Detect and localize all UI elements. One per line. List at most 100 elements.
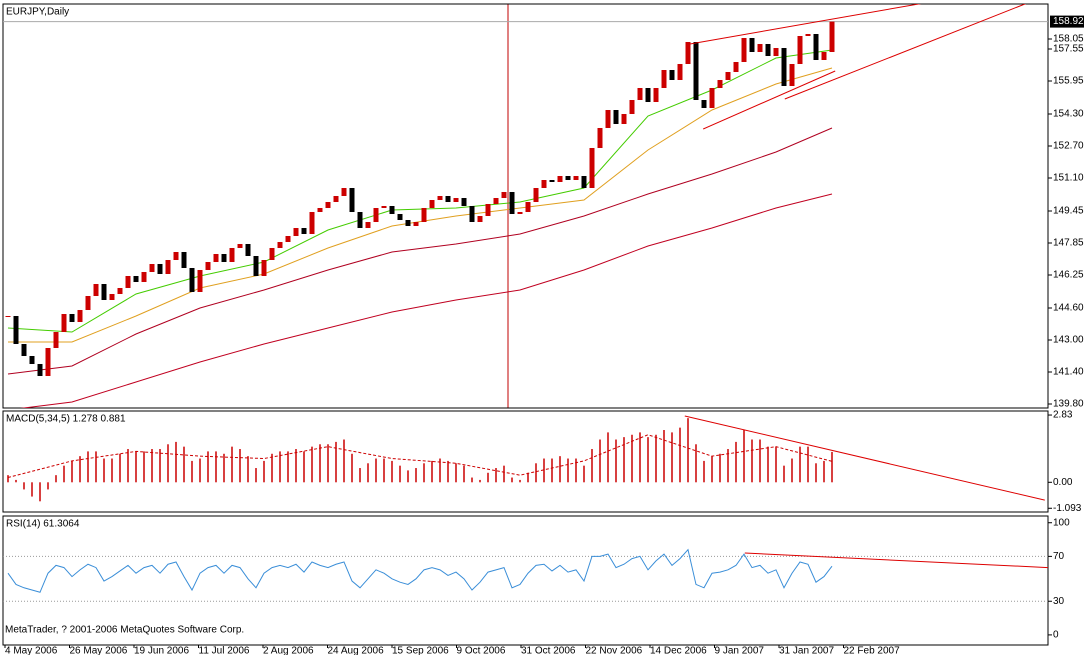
candle (101, 284, 107, 300)
histogram-bar (439, 458, 441, 483)
candle (485, 204, 491, 216)
candle (173, 252, 179, 260)
y-tick-label: 155.95 (1053, 76, 1084, 87)
candle (149, 264, 155, 272)
histogram-bar (791, 458, 793, 483)
candle (261, 260, 267, 276)
histogram-bar (135, 451, 137, 483)
candle (597, 128, 603, 148)
histogram-bar (23, 482, 25, 490)
candle (165, 260, 171, 274)
candle (725, 72, 731, 80)
candle (797, 36, 803, 64)
candle (45, 348, 51, 376)
histogram-bar (559, 456, 561, 483)
histogram-bar (327, 444, 329, 483)
candle (557, 176, 563, 182)
candle (565, 176, 571, 180)
x-tick-label: 9 Oct 2006 (457, 646, 506, 655)
candle (53, 332, 59, 348)
candle (429, 200, 435, 208)
candle (373, 208, 379, 222)
candle (269, 248, 275, 260)
histogram-bar (263, 460, 265, 483)
histogram-bar (415, 468, 417, 483)
histogram-bar (103, 458, 105, 483)
candle (325, 202, 331, 208)
candle (541, 180, 547, 188)
candle (365, 222, 371, 228)
x-tick-label: 11 Jul 2006 (199, 646, 250, 655)
y-tick-label: 147.85 (1053, 238, 1084, 249)
histogram-bar (615, 439, 617, 483)
candle (453, 198, 459, 202)
histogram-bar (255, 468, 257, 483)
price-label: 158.92 (1053, 16, 1084, 27)
histogram-bar (215, 451, 217, 483)
histogram-bar (399, 465, 401, 483)
candle (445, 196, 451, 202)
candle (821, 52, 827, 60)
x-tick-label: 24 Aug 2006 (328, 646, 385, 655)
histogram-bar (535, 463, 537, 483)
pane (7, 415, 1045, 502)
histogram-bar (679, 427, 681, 483)
histogram-bar (767, 446, 769, 483)
candle (677, 64, 683, 80)
candle (653, 88, 659, 102)
x-tick-label: 2 Aug 2006 (263, 646, 314, 655)
histogram-bar (759, 439, 761, 483)
candle (573, 176, 579, 180)
candle (357, 212, 363, 228)
trendline (689, 4, 922, 45)
candle (253, 256, 259, 276)
histogram-bar (591, 449, 593, 483)
histogram-bar (295, 449, 297, 483)
histogram-bar (191, 460, 193, 483)
candle (781, 48, 787, 86)
candle (629, 100, 635, 114)
y-tick-label: 2.83 (1053, 410, 1073, 421)
candle (341, 188, 347, 196)
y-tick-label: 0.00 (1053, 477, 1073, 488)
histogram-bar (727, 449, 729, 483)
histogram-bar (623, 437, 625, 483)
candle (117, 288, 123, 294)
histogram-bar (599, 439, 601, 483)
histogram-bar (319, 444, 321, 483)
histogram-bar (815, 463, 817, 483)
y-tick-label: 146.25 (1053, 270, 1084, 281)
candle (13, 316, 19, 344)
moving-average (7, 49, 833, 333)
histogram-bar (575, 458, 577, 483)
candle (189, 268, 195, 292)
candle (69, 314, 75, 322)
histogram-bar (703, 460, 705, 483)
candle (789, 64, 795, 86)
pane (3, 4, 1048, 408)
candle (277, 242, 283, 248)
histogram-bar (183, 446, 185, 483)
x-tick-label: 15 Sep 2006 (392, 646, 449, 655)
histogram-bar (687, 418, 689, 483)
histogram-bar (199, 458, 201, 483)
histogram-bar (503, 465, 505, 483)
candle (389, 206, 395, 214)
histogram-bar (487, 472, 489, 483)
signal-line (7, 434, 833, 479)
candle (621, 114, 627, 124)
candle (229, 248, 235, 262)
y-tick-label: 100 (1053, 517, 1070, 528)
candle (181, 252, 187, 268)
histogram-bar (343, 439, 345, 483)
candle (773, 48, 779, 56)
histogram-bar (799, 446, 801, 483)
x-tick-label: 31 Oct 2006 (521, 646, 576, 655)
candle (509, 192, 515, 214)
histogram-bar (671, 432, 673, 483)
histogram-bar (143, 451, 145, 483)
trendline (684, 415, 1045, 501)
histogram-bar (775, 446, 777, 483)
histogram-bar (7, 475, 9, 483)
